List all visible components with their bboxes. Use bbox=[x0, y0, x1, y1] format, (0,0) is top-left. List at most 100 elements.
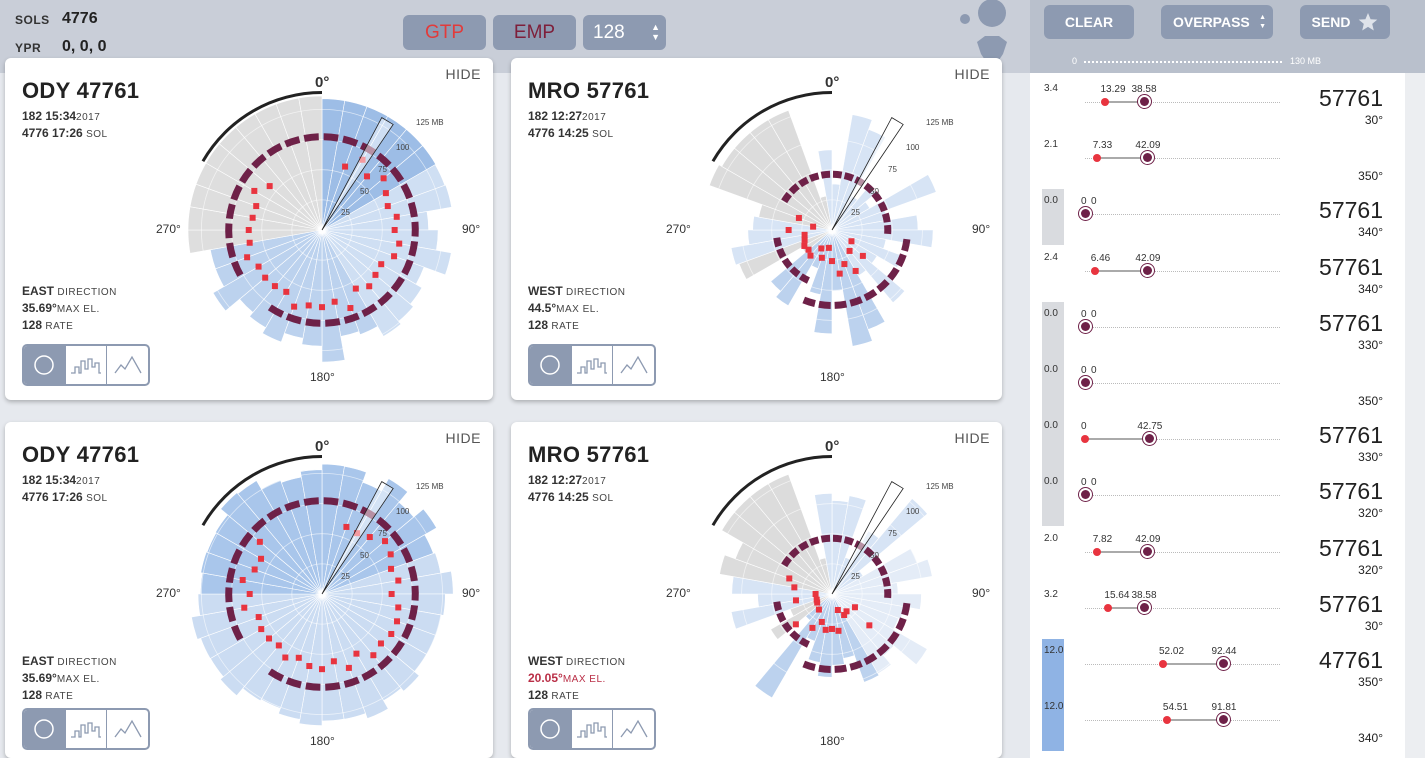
sols-value: 4776 bbox=[62, 10, 98, 27]
start-marker[interactable] bbox=[1090, 266, 1099, 275]
end-marker[interactable] bbox=[1081, 209, 1090, 219]
hide-button[interactable]: HIDE bbox=[445, 66, 481, 82]
data-point bbox=[813, 596, 820, 603]
pass-row[interactable]: 2.4 6.46 42.09 57761 340° bbox=[1030, 246, 1405, 302]
data-point bbox=[275, 642, 282, 649]
end-marker[interactable] bbox=[1139, 97, 1149, 106]
polar-view-button[interactable] bbox=[530, 710, 571, 748]
signal-segment bbox=[267, 668, 285, 682]
stepper-arrows-icon[interactable]: ▲ ▼ bbox=[651, 22, 660, 42]
pass-row[interactable]: 12.0 52.02 92.44 47761 350° bbox=[1030, 639, 1405, 695]
rate-stepper[interactable]: 128 ▲ ▼ bbox=[583, 15, 666, 50]
polar-chart[interactable] bbox=[5, 422, 493, 758]
sky-sector bbox=[831, 498, 928, 595]
range-ring bbox=[710, 109, 953, 351]
bearing-wedge bbox=[831, 117, 904, 231]
sky-sector bbox=[754, 593, 833, 699]
polar-chart[interactable] bbox=[511, 58, 1002, 400]
start-marker[interactable] bbox=[1092, 547, 1101, 556]
signal-segment bbox=[361, 303, 378, 318]
data-point bbox=[395, 604, 402, 611]
gtp-button[interactable]: GTP bbox=[403, 15, 486, 50]
elevation-range bbox=[1166, 719, 1224, 722]
angle-label-180: 180° bbox=[310, 370, 335, 384]
angle-label-180: 180° bbox=[820, 370, 845, 384]
end-marker[interactable] bbox=[1143, 153, 1153, 163]
end-marker[interactable] bbox=[1143, 265, 1153, 275]
histogram-view-button[interactable] bbox=[64, 346, 107, 384]
start-marker[interactable] bbox=[1092, 154, 1101, 163]
signal-segment bbox=[376, 152, 392, 168]
data-point bbox=[366, 283, 373, 290]
hide-button[interactable]: HIDE bbox=[445, 430, 481, 446]
end-marker[interactable] bbox=[1139, 602, 1149, 612]
azimuth-label: 320° bbox=[1358, 506, 1383, 521]
hide-button[interactable]: HIDE bbox=[954, 66, 990, 82]
star-icon bbox=[1359, 13, 1378, 31]
pass-date: 182 12:272017 bbox=[528, 109, 606, 123]
clear-button[interactable]: CLEAR bbox=[1044, 5, 1134, 39]
end-marker[interactable] bbox=[1145, 434, 1155, 444]
emp-button[interactable]: EMP bbox=[493, 15, 576, 50]
line-view-button[interactable] bbox=[106, 346, 148, 384]
end-marker[interactable] bbox=[1219, 715, 1229, 725]
end-marker[interactable] bbox=[1081, 490, 1090, 500]
signal-segment bbox=[863, 546, 875, 558]
pass-row[interactable]: 0.0 0 0 57761 320° bbox=[1030, 470, 1405, 527]
azimuth-label: 350° bbox=[1358, 394, 1383, 408]
line-view-button[interactable] bbox=[106, 710, 148, 748]
pass-date-main: 182 12:27 bbox=[528, 473, 583, 487]
end-marker[interactable] bbox=[1081, 321, 1090, 331]
max-elevation-unit: MAX EL. bbox=[56, 674, 100, 685]
polar-view-button[interactable] bbox=[24, 346, 65, 384]
elevation-range bbox=[1085, 438, 1150, 441]
pass-row[interactable]: 2.1 7.33 42.09 350° bbox=[1030, 133, 1405, 189]
signal-segment bbox=[239, 531, 254, 548]
signal-segment bbox=[226, 242, 237, 259]
elevation-track bbox=[1085, 551, 1280, 553]
overpass-select[interactable]: OVERPASS ▲ ▼ bbox=[1161, 5, 1273, 39]
data-point bbox=[818, 254, 825, 261]
data-point bbox=[378, 261, 385, 268]
pass-row[interactable]: 0.0 0 42.75 57761 330° bbox=[1030, 414, 1405, 471]
rate-bar bbox=[1042, 414, 1064, 471]
polar-chart[interactable] bbox=[5, 58, 493, 400]
pass-row[interactable]: 0.0 0 0 57761 340° bbox=[1030, 189, 1405, 246]
pass-sol: 4776 14:25 SOL bbox=[528, 490, 614, 504]
data-point bbox=[382, 190, 389, 197]
pass-row[interactable]: 3.4 13.29 38.58 57761 30° bbox=[1030, 77, 1405, 133]
start-marker[interactable] bbox=[1159, 660, 1167, 668]
start-marker[interactable] bbox=[1081, 435, 1089, 444]
pass-list-scrollbar[interactable] bbox=[1405, 73, 1425, 758]
hide-button[interactable]: HIDE bbox=[954, 430, 990, 446]
end-marker[interactable] bbox=[1219, 659, 1229, 668]
pass-row[interactable]: 12.0 54.51 91.81 340° bbox=[1030, 695, 1405, 752]
pass-row[interactable]: 0.0 0 0 57761 330° bbox=[1030, 301, 1405, 358]
pass-row[interactable]: 3.2 15.64 38.58 57761 30° bbox=[1030, 583, 1405, 639]
satellite-id: 57761 bbox=[1319, 422, 1383, 449]
signal-segment bbox=[863, 182, 875, 194]
signal-segment bbox=[323, 133, 339, 142]
data-point bbox=[395, 577, 402, 584]
end-marker[interactable] bbox=[1143, 546, 1153, 556]
pass-row[interactable]: 0.0 0 0 350° bbox=[1030, 358, 1405, 414]
data-point bbox=[786, 575, 793, 582]
end-marker[interactable] bbox=[1081, 378, 1090, 387]
polar-view-button[interactable] bbox=[24, 710, 65, 748]
line-view-button[interactable] bbox=[612, 346, 654, 384]
signal-segment bbox=[376, 516, 392, 532]
pass-row[interactable]: 2.0 7.82 42.09 57761 320° bbox=[1030, 527, 1405, 583]
histogram-view-button[interactable] bbox=[570, 710, 613, 748]
start-marker[interactable] bbox=[1162, 716, 1171, 725]
pass-sol-unit: SOL bbox=[592, 129, 614, 140]
polar-chart[interactable] bbox=[511, 422, 1002, 758]
satellite-id: 57761 bbox=[1319, 309, 1383, 336]
send-button[interactable]: SEND bbox=[1300, 5, 1390, 39]
histogram-view-button[interactable] bbox=[570, 346, 613, 384]
start-marker[interactable] bbox=[1100, 98, 1109, 106]
line-view-button[interactable] bbox=[612, 710, 654, 748]
start-marker[interactable] bbox=[1104, 603, 1113, 612]
polar-view-button[interactable] bbox=[530, 346, 571, 384]
histogram-view-button[interactable] bbox=[64, 710, 107, 748]
direction-value: EAST bbox=[22, 284, 55, 298]
